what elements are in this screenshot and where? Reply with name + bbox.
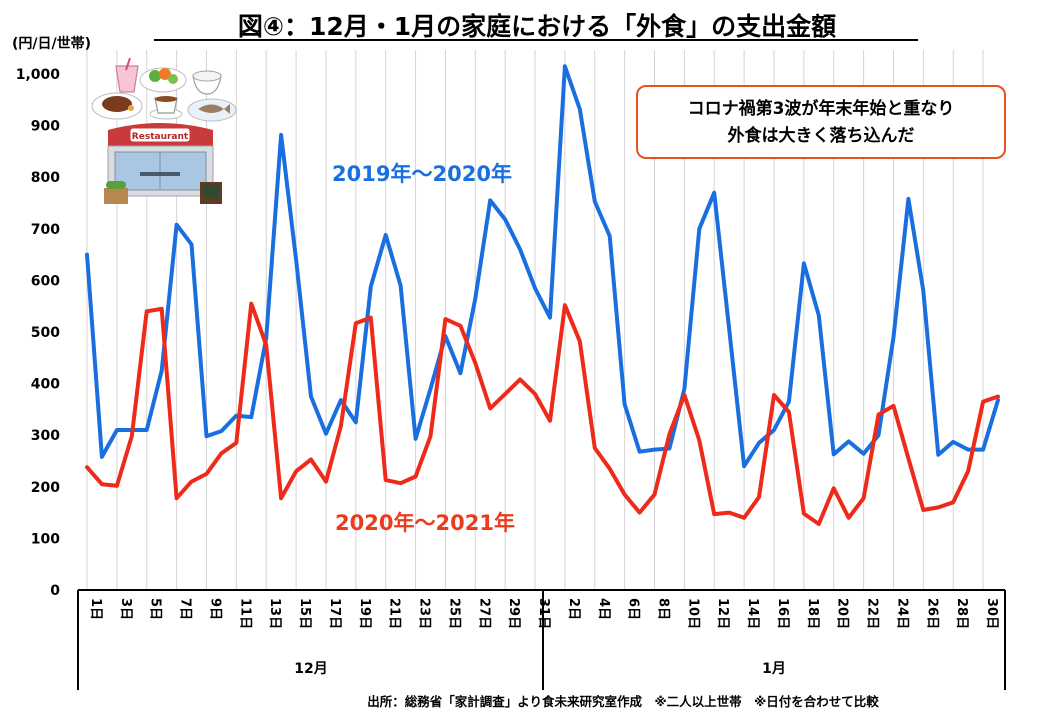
series-label-2019-2020: 2019年〜2020年 [332,162,512,186]
x-tick-label-0: 1日 [88,598,103,620]
annotation-callout: コロナ禍第3波が年末年始と重なり 外食は大きく落ち込んだ [636,85,1006,159]
restaurant-building-icon: Restaurant [104,123,222,204]
restaurant-sign-text: Restaurant [132,132,189,142]
y-tick-label-200: 200 [31,480,60,496]
y-tick-label-600: 600 [31,273,60,289]
y-tick-label-300: 300 [31,428,60,444]
x-tick-label-14: 29日 [506,598,521,629]
y-tick-label-400: 400 [31,377,60,393]
restaurant-illustration: Restaurant [91,57,237,204]
y-axis-ticks: 0 100 200 300 400 500 600 700 800 900 1,000 [16,67,61,599]
x-tick-label-2: 5日 [148,598,163,620]
x-tick-label-4: 9日 [207,598,222,620]
x-tick-label-7: 15日 [297,598,312,629]
x-tick-label-17: 4日 [596,598,611,620]
x-tick-label-20: 10日 [685,598,700,629]
series-label-2020-2021: 2020年〜2021年 [335,511,515,535]
month-label-1: 1月 [762,661,786,677]
x-tick-label-22: 14日 [745,598,760,629]
month-label-0: 12月 [294,661,327,677]
y-axis-unit-label: (円/日/世帯) [12,35,91,52]
x-axis-ticks: 1日 3日 5日 7日 9日 11日 13日 15日 17日 19日 21日 23日 25日 27日 29日… [88,598,999,629]
x-tick-label-26: 22日 [865,598,880,629]
x-tick-label-25: 20日 [835,598,850,629]
x-tick-label-3: 7日 [178,598,193,620]
y-tick-label-900: 900 [31,119,60,135]
x-tick-label-30: 30日 [984,598,999,629]
series-lines [85,64,1000,526]
steak-plate-icon [91,92,143,120]
annotation-box [636,85,1006,159]
y-tick-label-800: 800 [31,170,60,186]
x-tick-label-10: 21日 [387,598,402,629]
y-tick-label-700: 700 [31,222,60,238]
x-tick-label-9: 19日 [357,598,372,629]
salad-plate-icon [139,67,187,93]
x-tick-label-19: 8日 [656,598,671,620]
y-tick-label-0: 0 [50,583,60,599]
x-tick-label-11: 23日 [417,598,432,629]
y-tick-label-500: 500 [31,325,60,341]
series-line-1 [85,301,1000,526]
x-tick-label-27: 24日 [894,598,909,629]
drink-glass-icon [115,57,139,93]
y-tick-label-100: 100 [31,531,60,547]
chart-title: 図④：12月・1月の家庭における「外食」の支出金額 [238,12,836,41]
coffee-cup-icon [149,96,183,120]
fish-plate-icon [187,98,237,122]
x-tick-label-21: 12日 [715,598,730,629]
y-tick-label-1000: 1,000 [16,67,61,83]
x-tick-label-16: 2日 [566,598,581,620]
x-tick-label-1: 3日 [118,598,133,620]
x-tick-label-23: 16日 [775,598,790,629]
x-tick-label-12: 25日 [446,598,461,629]
x-tick-label-5: 11日 [237,598,252,629]
x-tick-label-6: 13日 [267,598,282,629]
rice-bowl-icon [192,70,222,95]
annotation-line-2: 外食は大きく落ち込んだ [728,125,915,146]
source-note: 出所：総務省「家計調査」より食未来研究室作成 ※二人以上世帯 ※日付を合わせて比… [367,694,879,709]
x-tick-label-13: 27日 [476,598,491,629]
x-tick-label-18: 6日 [626,598,641,620]
month-labels: 12月 1月 [294,661,786,677]
x-tick-label-8: 17日 [327,598,342,629]
x-tick-label-24: 18日 [805,598,820,629]
x-tick-label-29: 28日 [954,598,969,629]
annotation-line-1: コロナ禍第3波が年末年始と重なり [688,98,955,119]
x-tick-label-28: 26日 [924,598,939,629]
